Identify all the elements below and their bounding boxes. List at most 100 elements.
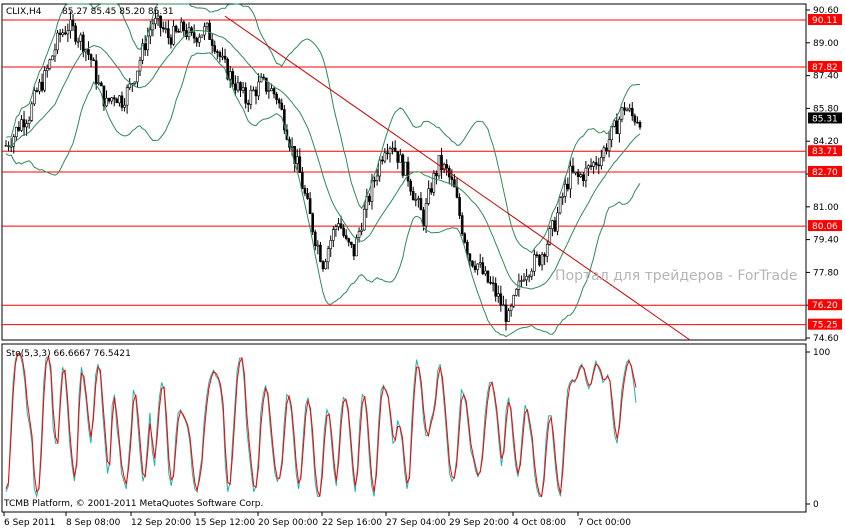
price-pane: 90.6089.0087.4085.8084.2082.6081.0079.40… xyxy=(1,3,842,344)
y-tick-label: 77.80 xyxy=(813,268,839,278)
candle-body xyxy=(319,244,322,262)
candle-body xyxy=(584,167,588,181)
level-label: 82.70 xyxy=(812,168,838,178)
x-tick-label: 15 Sep 12:00 xyxy=(195,518,255,528)
candle-body xyxy=(502,304,505,307)
candle-body xyxy=(489,281,492,284)
ohlc-readout: 85.27 85.45 85.20 85.31 xyxy=(62,7,174,17)
candle-body xyxy=(574,171,577,174)
candle-body xyxy=(33,90,36,105)
level-label: 80.06 xyxy=(812,222,838,232)
candle-body xyxy=(463,233,467,243)
candle-body xyxy=(514,289,518,296)
candle-body xyxy=(432,173,436,193)
candle-body xyxy=(244,87,247,104)
candle-body xyxy=(417,198,420,200)
candle-body xyxy=(396,151,400,163)
candle-body xyxy=(161,27,165,30)
candle-body xyxy=(411,190,415,201)
candle-body xyxy=(252,89,255,92)
candle-body xyxy=(597,164,601,167)
candle-body xyxy=(558,197,562,214)
candle-body xyxy=(301,172,304,189)
candle-body xyxy=(429,188,433,193)
candle-body xyxy=(146,35,150,51)
candle-body xyxy=(563,183,567,197)
candle-body xyxy=(540,254,544,266)
candle-body xyxy=(280,102,284,110)
candle-body xyxy=(275,93,278,100)
candle-body xyxy=(306,193,309,199)
stochastic-y-tick-label: 0 xyxy=(813,500,819,510)
candle-body xyxy=(623,107,626,111)
candle-body xyxy=(375,175,379,181)
candle-body xyxy=(628,107,631,111)
candle-body xyxy=(605,147,608,151)
candle-body xyxy=(56,32,59,51)
candle-body xyxy=(533,254,536,272)
candle-body xyxy=(445,164,449,169)
candle-body xyxy=(509,305,513,311)
candle-body xyxy=(453,179,456,188)
candle-body xyxy=(107,97,111,102)
candle-body xyxy=(504,304,508,322)
candle-body xyxy=(499,293,503,306)
candle-body xyxy=(615,120,619,135)
candle-body xyxy=(414,199,418,201)
stochastic-header: Sto(5,3,3) 66.6667 76.5421 xyxy=(6,349,131,359)
candle-body xyxy=(427,188,430,204)
candle-body xyxy=(110,97,113,102)
stochastic-pane: 100 0 xyxy=(1,343,830,513)
level-label-box xyxy=(808,318,842,330)
level-label: 87.82 xyxy=(812,63,838,73)
candle-body xyxy=(136,70,139,83)
level-label-box xyxy=(808,60,842,72)
candle-body xyxy=(527,275,531,278)
candle-body xyxy=(571,165,575,173)
candle-body xyxy=(466,241,469,255)
candle-body xyxy=(76,40,80,43)
x-tick-label: 22 Sep 16:00 xyxy=(322,518,382,528)
candle-body xyxy=(125,87,129,106)
candle-body xyxy=(442,164,446,171)
candle-body xyxy=(200,34,204,38)
watermark-text: Портал для трейдеров - ForTrade xyxy=(555,268,798,284)
candle-body xyxy=(234,83,237,91)
candle-body xyxy=(460,215,464,235)
stochastic-signal-line xyxy=(5,353,637,498)
x-tick-label: 6 Sep 2011 xyxy=(4,518,55,528)
level-label-box xyxy=(808,145,842,157)
candle-body xyxy=(210,39,214,46)
candle-body xyxy=(115,98,119,104)
candle-body xyxy=(435,173,438,177)
candle-body xyxy=(569,165,572,190)
candle-body xyxy=(404,161,407,176)
candle-body xyxy=(192,32,196,39)
candle-body xyxy=(538,254,541,266)
candle-body xyxy=(496,293,500,297)
candle-body xyxy=(484,270,487,275)
candle-body xyxy=(344,235,348,239)
bollinger-middle xyxy=(5,29,641,290)
level-label: 76.20 xyxy=(812,301,838,311)
candle-body xyxy=(133,81,137,84)
candle-body xyxy=(228,71,232,80)
candle-body xyxy=(530,270,534,277)
candle-body xyxy=(257,81,260,97)
candle-body xyxy=(241,87,245,91)
candle-body xyxy=(128,83,132,88)
candle-body xyxy=(352,244,356,257)
candle-body xyxy=(321,261,325,270)
candle-body xyxy=(112,97,116,100)
candle-body xyxy=(138,60,142,72)
candle-body xyxy=(362,208,366,231)
candle-body xyxy=(100,82,103,87)
candle-body xyxy=(551,220,554,229)
candle-body xyxy=(270,88,273,92)
candle-body xyxy=(272,88,276,95)
candle-body xyxy=(118,95,121,104)
candle-body xyxy=(174,25,178,32)
level-label-box xyxy=(808,14,842,26)
candle-body xyxy=(636,121,639,124)
candle-body xyxy=(105,97,108,107)
